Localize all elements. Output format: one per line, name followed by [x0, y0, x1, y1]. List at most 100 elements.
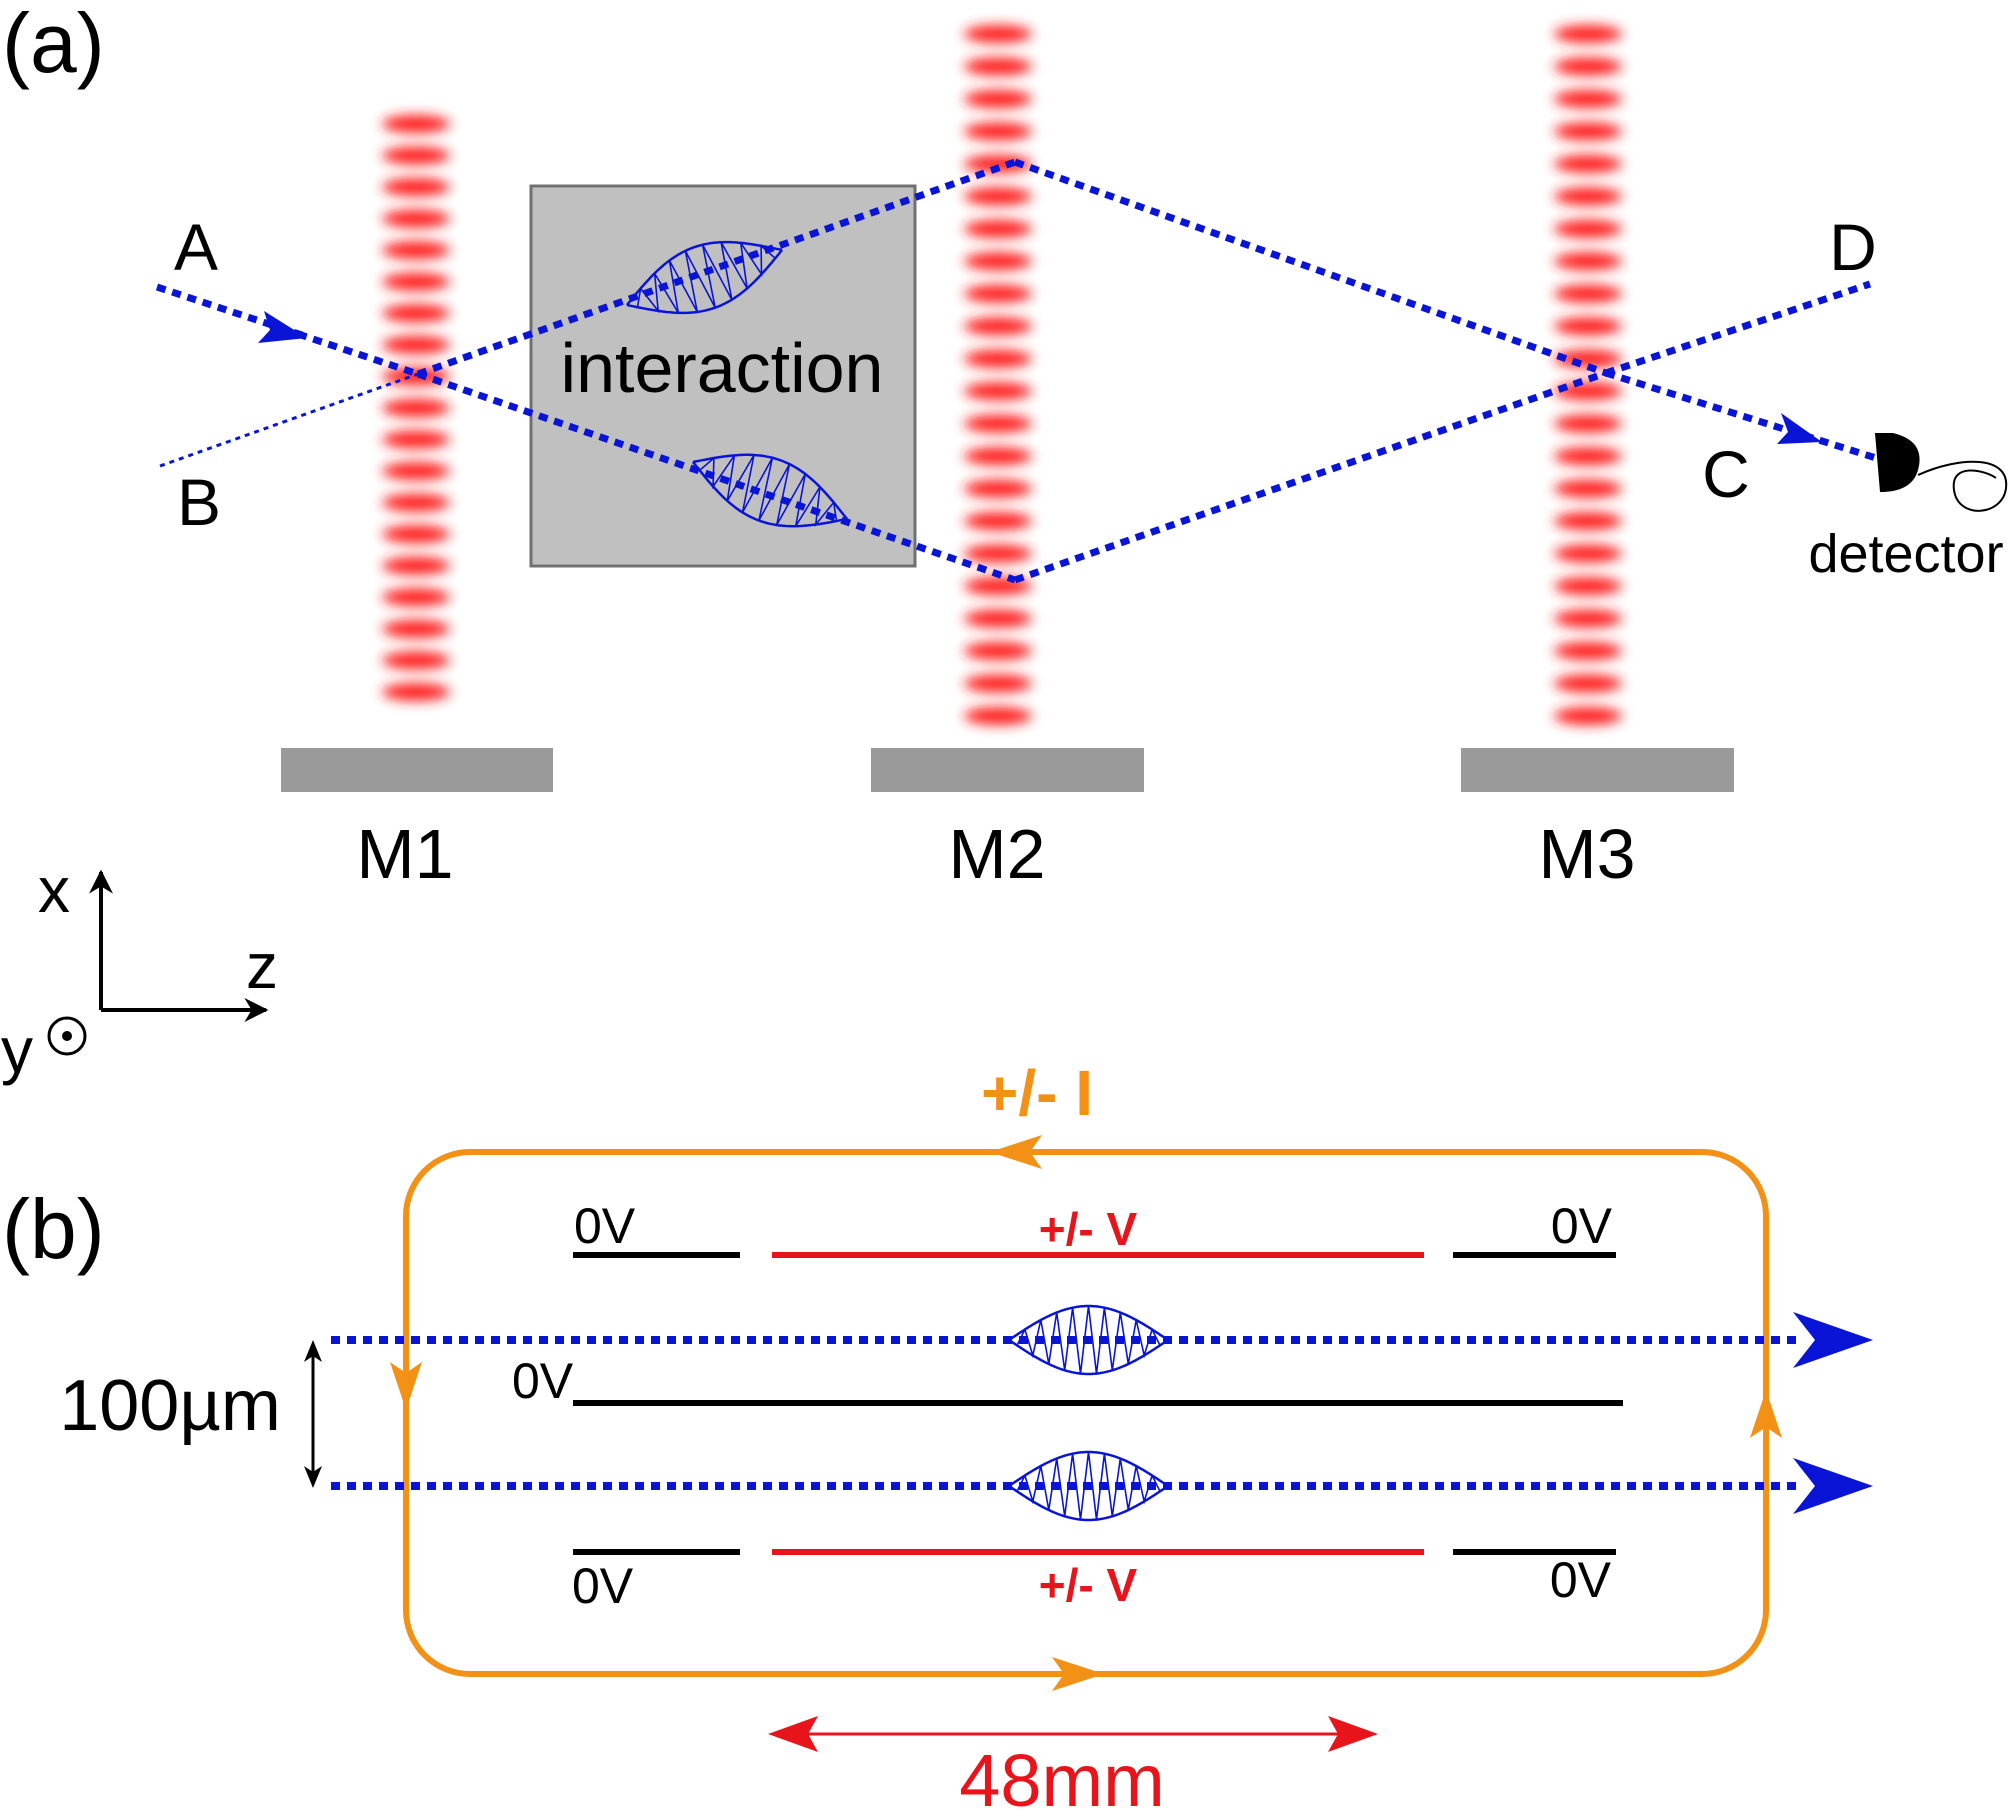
wave-packet-upper — [626, 240, 783, 315]
laser-fringe — [1554, 479, 1622, 498]
laser-fringe — [1554, 284, 1622, 303]
panel-a-label: (a) — [2, 0, 105, 90]
laser-standing-wave-3 — [1554, 25, 1622, 725]
length-arrow-left — [768, 1716, 818, 1752]
laser-fringe — [964, 284, 1032, 303]
wave-packet-b-upper — [1008, 1304, 1169, 1376]
laser-fringe — [1554, 544, 1622, 563]
hv-label-top: +/- V — [1039, 1203, 1138, 1255]
loop-arrow-left — [390, 1362, 422, 1410]
laser-fringe — [382, 178, 450, 197]
laser-fringe — [1554, 414, 1622, 433]
laser-fringe — [382, 462, 450, 481]
laser-fringe — [382, 272, 450, 291]
hv-label-bottom: +/- V — [1039, 1559, 1138, 1611]
z-axis-label: z — [246, 930, 278, 1002]
wave-packet-envelope — [626, 240, 783, 306]
mirror-label-1: M1 — [356, 815, 453, 893]
laser-fringe — [1554, 382, 1622, 401]
beam-label-a: A — [174, 210, 218, 284]
laser-fringe — [382, 399, 450, 417]
laser-fringe — [964, 154, 1032, 173]
mirror-2 — [871, 748, 1144, 792]
detector-label: detector — [1808, 524, 2003, 584]
mirror-label-2: M2 — [948, 815, 1045, 893]
detector-head-icon — [1875, 433, 1920, 492]
laser-fringe — [1554, 349, 1622, 368]
laser-fringe — [964, 707, 1032, 725]
laser-fringe — [1554, 90, 1622, 108]
laser-fringe — [382, 588, 450, 607]
laser-fringe — [382, 241, 450, 260]
laser-fringe — [964, 414, 1032, 433]
laser-fringe — [964, 512, 1032, 531]
laser-standing-wave-1 — [382, 115, 450, 701]
length-label: 48mm — [959, 1739, 1165, 1809]
laser-fringe — [964, 187, 1032, 206]
laser-fringe — [382, 525, 450, 544]
laser-fringe — [382, 556, 450, 575]
laser-fringe — [964, 544, 1032, 563]
laser-fringe — [964, 674, 1032, 693]
wave-packet-envelope — [1008, 1338, 1169, 1376]
laser-fringe — [382, 493, 450, 512]
panel-b: (b) +/- I +/- V +/- V 0V 0V 0V 0V 0V — [2, 1057, 1873, 1809]
laser-fringe — [382, 430, 450, 449]
laser-fringe — [964, 609, 1032, 628]
y-axis-label: y — [1, 1014, 33, 1086]
laser-fringe — [1554, 512, 1622, 531]
laser-fringe — [1554, 642, 1622, 660]
laser-fringe — [1554, 447, 1622, 466]
mirror-1 — [281, 748, 553, 792]
laser-fringe — [382, 335, 450, 354]
laser-fringe — [382, 115, 450, 133]
mirror-label-3: M3 — [1538, 815, 1635, 893]
laser-fringe — [964, 642, 1032, 660]
ground-label-top-right: 0V — [1551, 1198, 1613, 1254]
laser-fringe — [964, 57, 1032, 76]
beam-label-c: C — [1702, 437, 1750, 511]
length-dimension: 48mm — [768, 1716, 1378, 1809]
y-axis-out-of-page-icon — [47, 1016, 87, 1056]
laser-fringe — [1554, 57, 1622, 76]
wave-packet-oscillation — [1008, 1451, 1169, 1520]
laser-fringe — [382, 146, 450, 165]
wave-packet-lower — [692, 453, 848, 528]
panel-b-label: (b) — [2, 1182, 105, 1276]
loop-arrow-bottom — [1052, 1657, 1104, 1691]
x-axis-label: x — [38, 854, 70, 926]
ground-label-bottom-left: 0V — [572, 1558, 634, 1614]
wave-packet-oscillation — [1008, 1305, 1169, 1374]
spacing-arrow-bottom — [304, 1466, 322, 1488]
laser-fringe — [382, 683, 450, 701]
spacing-arrow-top — [304, 1340, 322, 1362]
interaction-label: interaction — [561, 329, 884, 407]
length-arrow-right — [1328, 1716, 1378, 1752]
beam-lower-arrow — [1793, 1458, 1873, 1514]
laser-fringe — [964, 577, 1032, 596]
spacing-dimension: 100µm — [59, 1340, 322, 1488]
y-axis-dot-icon — [62, 1031, 72, 1041]
laser-fringe — [964, 349, 1032, 368]
wave-packet-b-lower — [1008, 1450, 1169, 1522]
laser-fringe — [382, 209, 450, 228]
laser-fringe — [964, 382, 1032, 401]
current-label: +/- I — [981, 1057, 1093, 1129]
panel-a: (a) interaction A B C D — [1, 0, 2008, 1086]
spacing-label: 100µm — [59, 1366, 281, 1446]
loop-arrow-top — [990, 1135, 1042, 1169]
laser-fringe — [1554, 219, 1622, 238]
laser-fringe — [1554, 577, 1622, 596]
laser-fringe — [964, 122, 1032, 141]
laser-fringe — [1554, 187, 1622, 206]
laser-standing-wave-2 — [964, 25, 1032, 725]
laser-fringe — [382, 651, 450, 670]
laser-fringe — [964, 90, 1032, 108]
laser-fringe — [964, 25, 1032, 43]
beam-c-arrow — [1777, 413, 1822, 444]
wave-packet-envelope — [1008, 1484, 1169, 1522]
beam-label-d: D — [1829, 210, 1877, 284]
laser-fringe — [382, 304, 450, 323]
laser-fringe — [1554, 609, 1622, 628]
